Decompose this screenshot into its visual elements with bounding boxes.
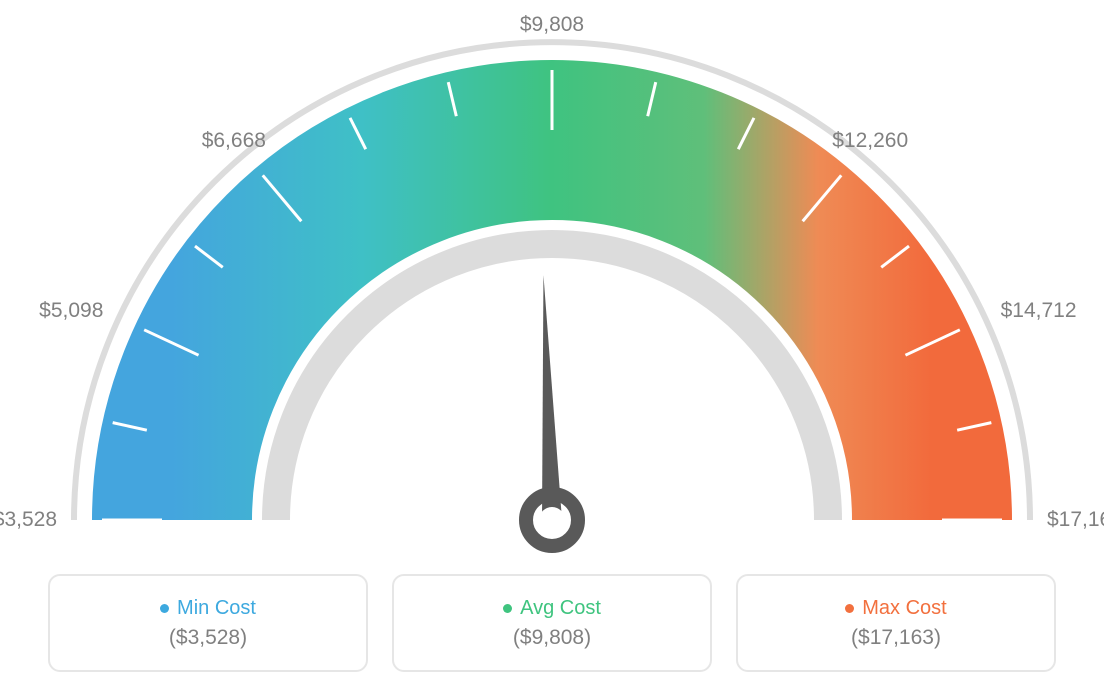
scale-label: $17,163: [1047, 508, 1104, 532]
avg-cost-label: Avg Cost: [520, 597, 601, 620]
max-cost-value: ($17,163): [851, 626, 941, 650]
min-cost-label: Min Cost: [177, 597, 256, 620]
scale-label: $14,712: [1001, 299, 1077, 323]
scale-label: $6,668: [202, 129, 266, 153]
max-dot-icon: [845, 604, 854, 613]
scale-label: $12,260: [832, 129, 908, 153]
gauge-svg: [52, 20, 1052, 580]
max-cost-label: Max Cost: [862, 597, 946, 620]
scale-label: $9,808: [520, 13, 584, 37]
avg-cost-title: Avg Cost: [503, 597, 601, 620]
avg-dot-icon: [503, 604, 512, 613]
avg-cost-card: Avg Cost ($9,808): [392, 574, 712, 672]
cost-gauge: $3,528$5,098$6,668$9,808$12,260$14,712$1…: [52, 20, 1052, 580]
min-dot-icon: [160, 604, 169, 613]
max-cost-title: Max Cost: [845, 597, 946, 620]
scale-label: $5,098: [39, 299, 103, 323]
min-cost-value: ($3,528): [169, 626, 247, 650]
min-cost-card: Min Cost ($3,528): [48, 574, 368, 672]
avg-cost-value: ($9,808): [513, 626, 591, 650]
max-cost-card: Max Cost ($17,163): [736, 574, 1056, 672]
scale-label: $3,528: [0, 508, 57, 532]
cost-cards: Min Cost ($3,528) Avg Cost ($9,808) Max …: [48, 574, 1056, 672]
min-cost-title: Min Cost: [160, 597, 256, 620]
